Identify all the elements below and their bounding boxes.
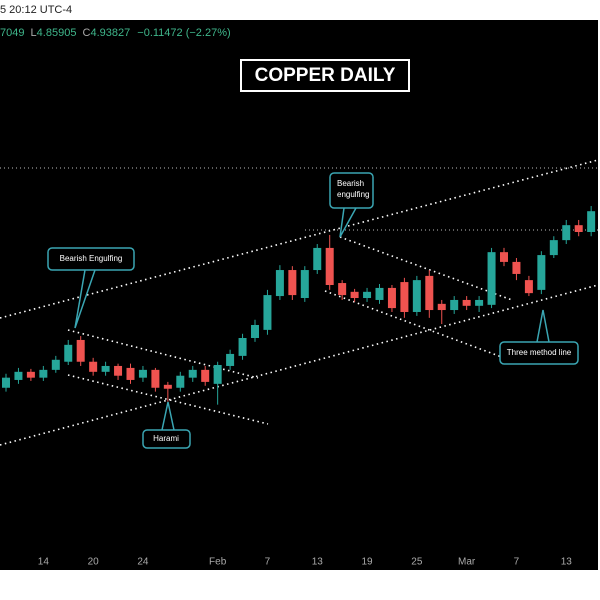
candle-body	[300, 270, 309, 299]
callout-box	[47, 247, 135, 271]
x-tick-label: 7	[514, 557, 520, 568]
trend-lines	[0, 159, 599, 446]
candle-body	[537, 255, 546, 290]
candle-body	[587, 211, 596, 232]
quote-value: 4.93827	[90, 27, 130, 39]
header-quote: 7049 L4.85905 C4.93827 −0.11472 (−2.27%)	[0, 27, 231, 39]
candle-body	[101, 365, 110, 372]
candle-body	[313, 247, 322, 271]
plot-area	[0, 20, 598, 570]
candle-body	[64, 344, 73, 362]
callout-box	[142, 429, 191, 449]
callout-box	[329, 172, 374, 209]
x-tick-label: 14	[38, 557, 50, 568]
callout-pointer	[339, 207, 357, 238]
quote-value: 4.85905	[37, 27, 77, 39]
title-box	[240, 59, 410, 92]
candle-body	[387, 287, 396, 309]
candle-body	[462, 299, 471, 306]
candle-body	[226, 353, 235, 366]
candle-body	[39, 369, 48, 378]
chart-title: COPPER DAILY	[255, 65, 396, 86]
candle-body	[2, 377, 10, 388]
candle-body	[251, 324, 259, 338]
candle-body	[76, 339, 85, 362]
channel-upper	[0, 159, 599, 319]
candle-body	[363, 291, 372, 299]
callout-pointer	[536, 309, 550, 343]
quote-label: L	[31, 27, 37, 39]
annotation: Bearish Engulfing	[60, 254, 123, 263]
x-tick-label: 19	[361, 557, 373, 568]
candle-body	[475, 299, 484, 306]
annotation: Three method line	[507, 348, 572, 357]
callout-pointer	[74, 269, 96, 329]
candle-body	[412, 280, 421, 312]
callouts: Bearish Engulfing Bearish engulfing Hara…	[47, 172, 579, 449]
candle-body	[500, 252, 508, 262]
x-tick-label: 7	[265, 557, 271, 568]
candle-body	[375, 287, 384, 300]
candle-body	[51, 359, 60, 370]
x-tick-label: Feb	[209, 557, 227, 568]
candle-body	[574, 225, 583, 232]
wedge-line	[339, 236, 513, 301]
x-tick-label: 13	[312, 557, 324, 568]
candles	[2, 205, 596, 405]
candle-body	[288, 270, 297, 296]
candle-body	[487, 252, 496, 305]
callout-pointer	[161, 401, 175, 431]
candle-body	[263, 295, 272, 330]
x-tick-label: 25	[411, 557, 423, 568]
candle-body	[138, 369, 147, 378]
header-time: 5 20:12 UTC-4	[0, 4, 72, 16]
candle-body	[163, 384, 172, 389]
candle-body	[213, 364, 222, 384]
candle-body	[176, 375, 185, 388]
candle-body	[151, 369, 160, 388]
candle-body	[275, 270, 284, 297]
candle-body	[14, 371, 23, 380]
x-tick-label: 13	[561, 557, 573, 568]
candle-body	[350, 291, 359, 299]
x-tick-label: 24	[137, 557, 149, 568]
quote-label: C	[83, 27, 91, 39]
x-axis: 14 20 24 Feb 7 13 19 25 Mar 7 13	[38, 557, 572, 568]
candle-body	[201, 369, 210, 382]
channel-lower	[0, 284, 599, 446]
candle-body	[338, 283, 347, 296]
candle-body	[437, 303, 446, 311]
wedge-line	[324, 290, 516, 363]
annotation: Harami	[153, 434, 179, 443]
candle-body	[26, 371, 35, 378]
x-tick-label: Mar	[458, 557, 476, 568]
candle-body	[325, 247, 334, 285]
candle-body	[450, 299, 459, 311]
candle-body	[238, 338, 247, 356]
candle-body	[114, 365, 123, 376]
annotation: Bearish	[337, 179, 364, 188]
x-tick-label: 20	[88, 557, 100, 568]
candle-body	[524, 280, 533, 294]
callout-box	[499, 341, 579, 365]
candle-body	[562, 225, 571, 241]
candle-body	[188, 369, 197, 378]
candle-body	[512, 261, 521, 274]
candle-body	[126, 367, 135, 380]
quote-value: 7049	[0, 27, 24, 39]
quote-change: −0.11472 (−2.27%)	[137, 27, 230, 39]
candle-body	[549, 240, 558, 256]
candle-body	[89, 361, 98, 372]
candle-body	[425, 275, 434, 311]
candle-body	[400, 282, 409, 312]
annotation: engulfing	[337, 190, 369, 199]
